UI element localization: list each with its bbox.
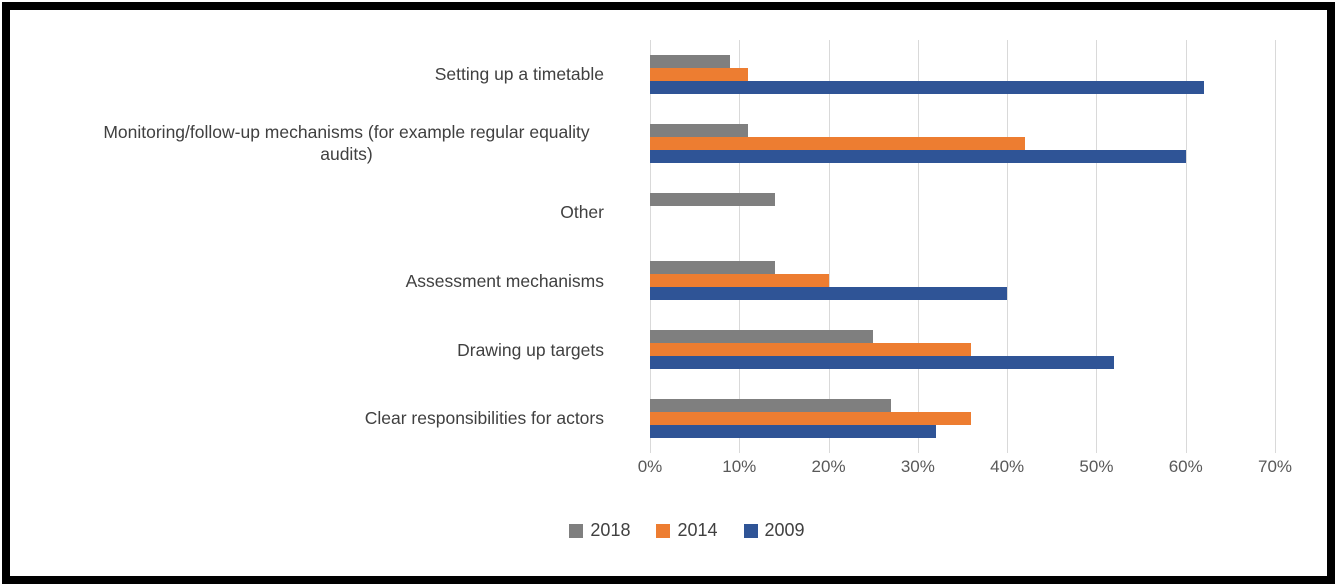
- legend-swatch-2009: [743, 523, 758, 538]
- category-row: [650, 109, 1275, 178]
- bar-2014: [650, 67, 749, 81]
- x-tick-label: 10%: [722, 457, 757, 476]
- category-label-text: Clear responsibilities for actors: [364, 408, 604, 429]
- category-label-text: Other: [560, 201, 604, 222]
- bar-2018: [650, 261, 775, 275]
- bar-2014: [650, 343, 972, 357]
- gridline: [917, 40, 919, 453]
- bar-2018: [650, 54, 731, 68]
- plot-area: [650, 40, 1276, 453]
- legend-label: 2014: [677, 520, 718, 540]
- x-tick-label: 60%: [1168, 457, 1203, 476]
- category-label-text: Assessment mechanisms: [405, 270, 604, 291]
- x-tick-label: 70%: [1257, 457, 1293, 476]
- x-tick-label: 30%: [900, 457, 935, 476]
- category-axis-labels: Setting up a timetable Monitoring/follow-…: [14, 40, 628, 453]
- legend-label: 2018: [590, 520, 631, 540]
- gridline: [1275, 40, 1276, 453]
- category-label: Drawing up targets: [14, 315, 628, 384]
- gridline: [1007, 40, 1009, 453]
- bar-2009: [650, 287, 1008, 301]
- bar-2009: [650, 80, 1204, 94]
- bar-2009: [650, 356, 1115, 370]
- gridline: [828, 40, 830, 453]
- x-tick-label: 40%: [990, 457, 1025, 476]
- gridline: [739, 40, 741, 453]
- category-row: [650, 315, 1275, 384]
- gridline: [1185, 40, 1187, 453]
- category-label: Other: [14, 178, 628, 247]
- legend-item: 2009: [743, 520, 805, 541]
- category-label: Monitoring/follow-up mechanisms (for exa…: [14, 109, 628, 178]
- x-tick-label: 0%: [637, 457, 663, 476]
- category-label: Setting up a timetable: [14, 40, 628, 109]
- category-label-text: Monitoring/follow-up mechanisms (for exa…: [103, 121, 590, 165]
- gridline: [1096, 40, 1098, 453]
- bar-2009: [650, 425, 936, 439]
- legend-swatch-2014: [656, 523, 671, 538]
- x-axis: 0% 10% 20% 30% 40% 50% 60% 70%: [638, 457, 1292, 483]
- legend-swatch-2018: [569, 523, 584, 538]
- bar-2018: [650, 399, 892, 413]
- x-tick-label: 20%: [811, 457, 846, 476]
- bar-2018: [650, 192, 775, 206]
- gridlines: [650, 40, 1276, 453]
- category-label-text: Setting up a timetable: [434, 64, 604, 85]
- category-label-text: Drawing up targets: [457, 339, 604, 360]
- bar-2009: [650, 149, 1186, 163]
- category-row: [650, 178, 1275, 247]
- gridline: [650, 40, 651, 453]
- category-row: [650, 246, 1275, 315]
- category-label: Assessment mechanisms: [14, 246, 628, 315]
- legend: 2018 2014 2009: [0, 520, 1338, 541]
- category-row: [650, 384, 1275, 453]
- bar-2018: [650, 330, 874, 344]
- legend-label: 2009: [764, 520, 805, 540]
- x-tick-label: 50%: [1079, 457, 1114, 476]
- plot-rows: [650, 40, 1275, 453]
- bar-2014: [650, 274, 829, 288]
- legend-item: 2014: [656, 520, 718, 541]
- category-row: [650, 40, 1275, 109]
- category-label: Clear responsibilities for actors: [14, 384, 628, 453]
- legend-item: 2018: [569, 520, 630, 541]
- bar-2014: [650, 412, 972, 426]
- bar-2014: [650, 136, 1025, 150]
- bar-2018: [650, 123, 749, 137]
